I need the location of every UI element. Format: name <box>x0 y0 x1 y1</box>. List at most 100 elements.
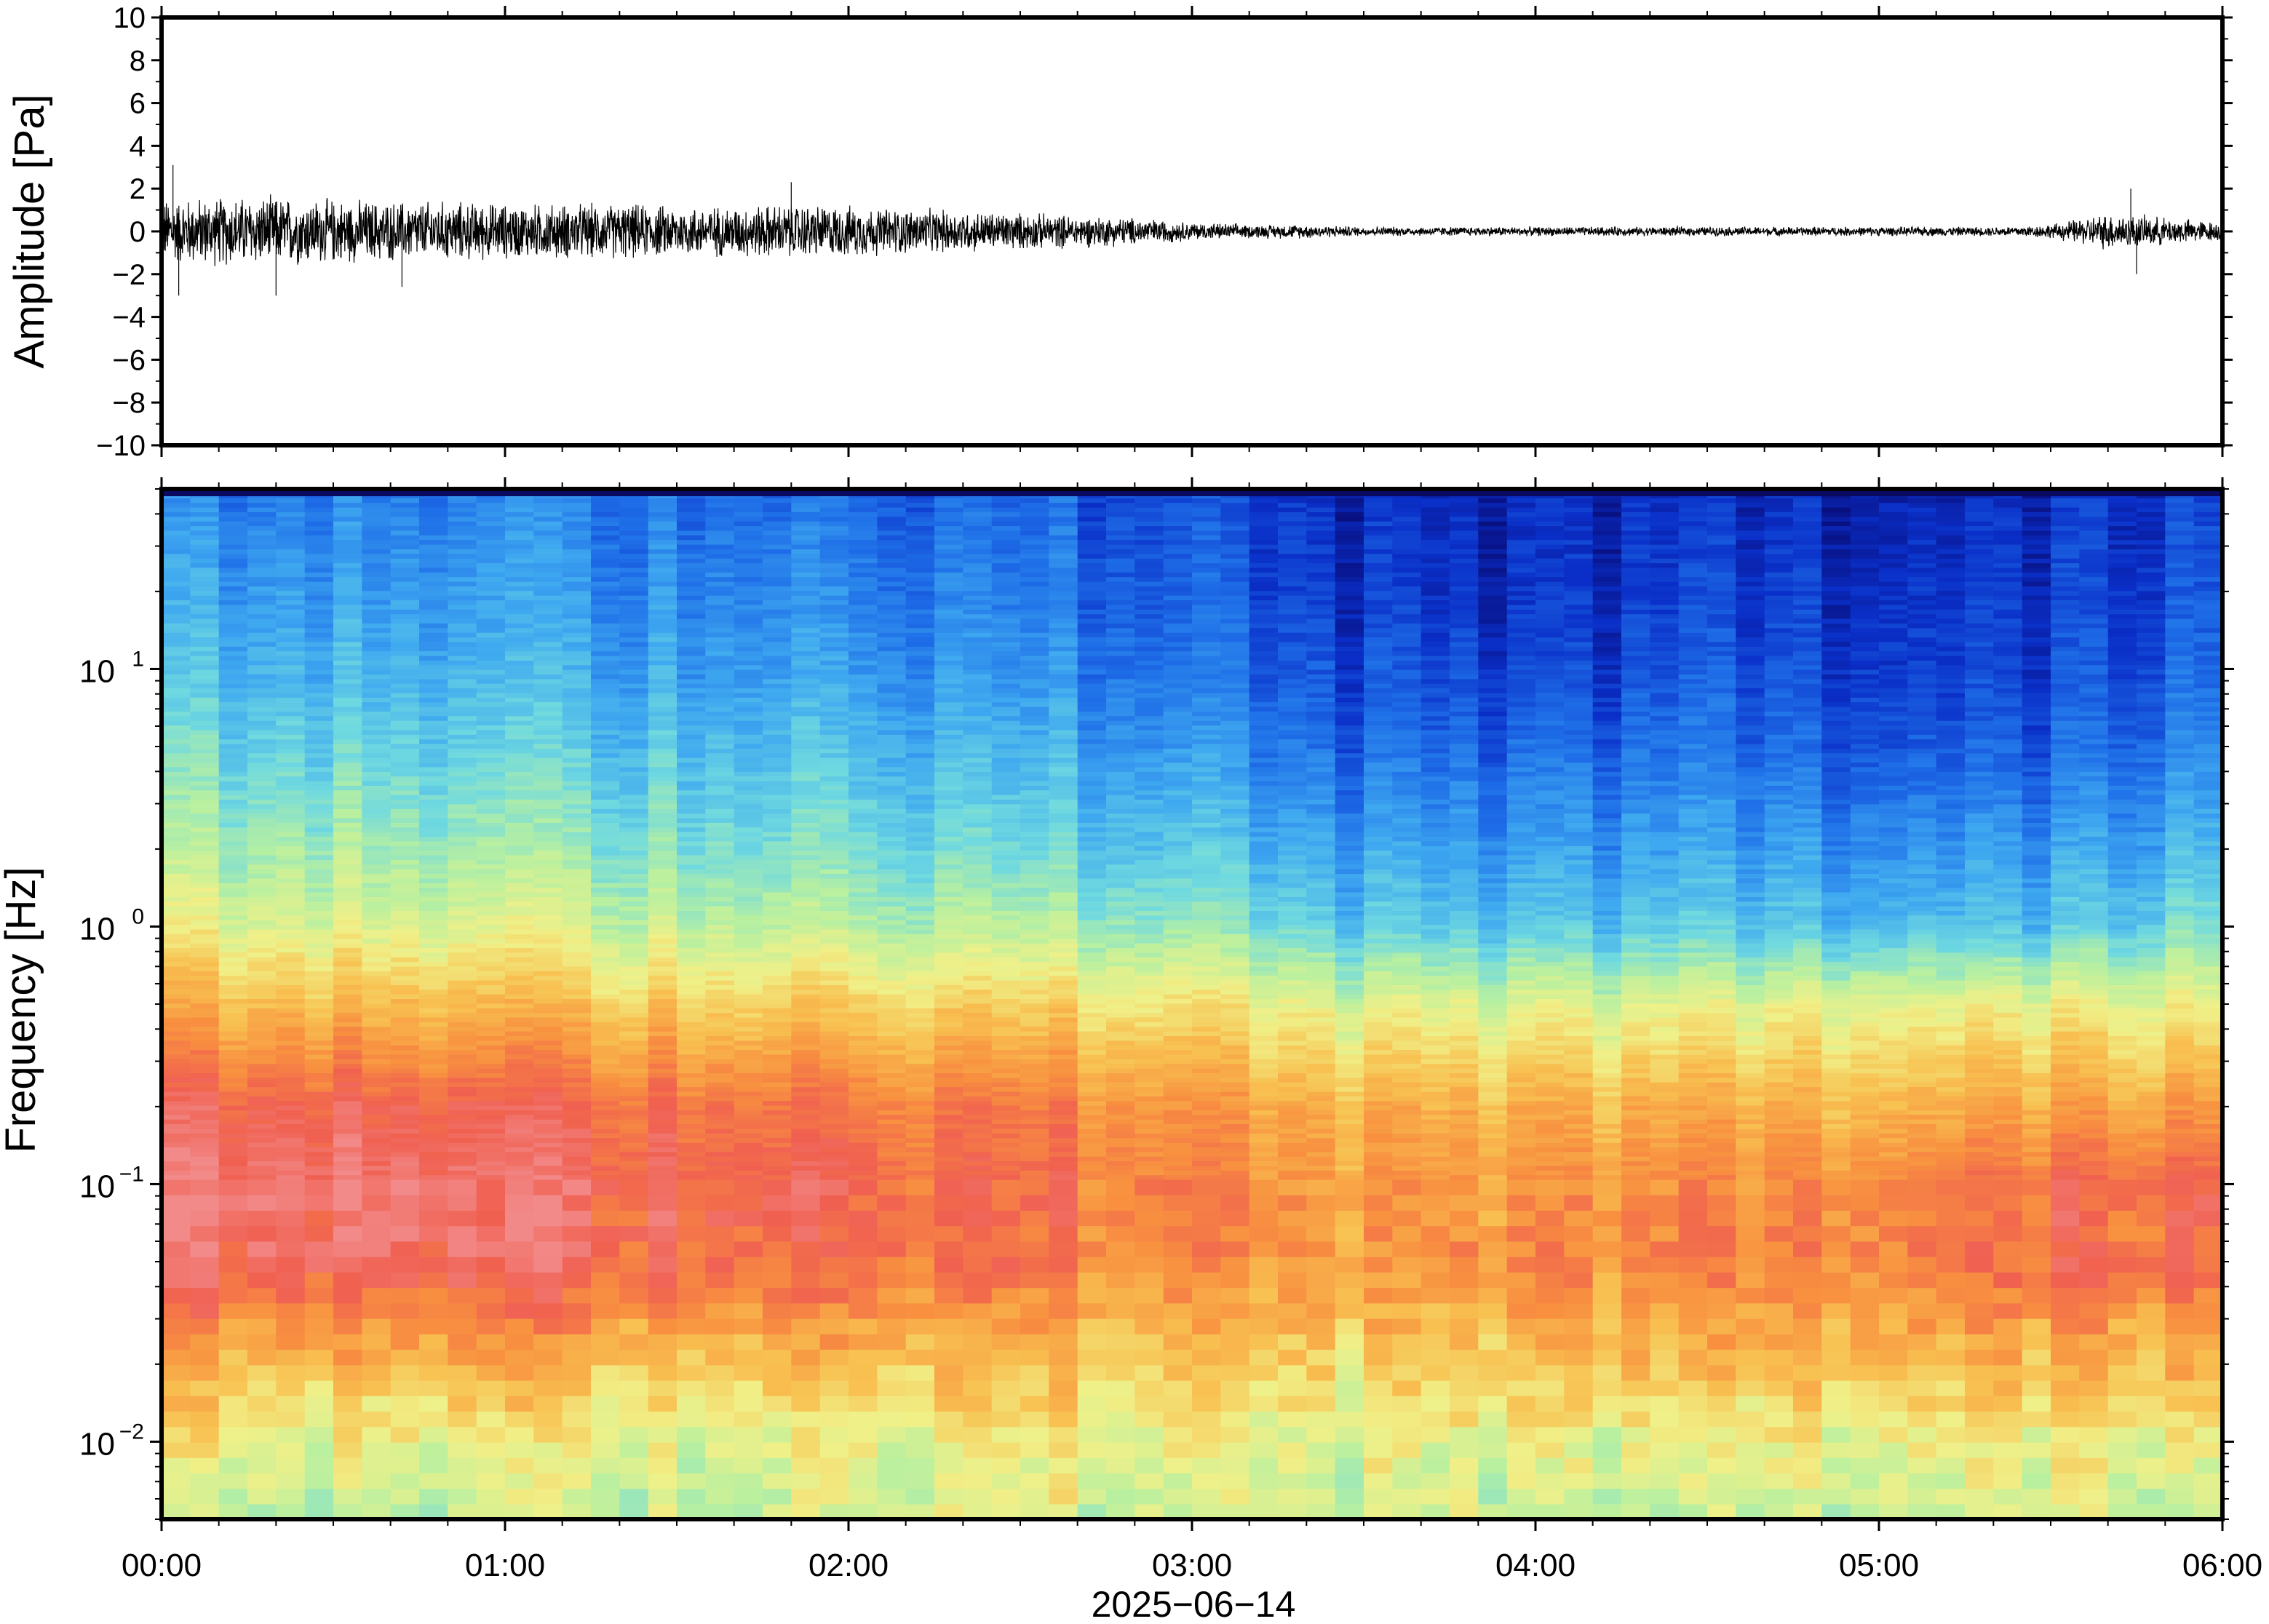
spectrogram-cell <box>1450 1118 1479 1125</box>
spectrogram-cell <box>1907 1059 1937 1064</box>
spectrogram-cell <box>1678 1318 1708 1334</box>
spectrogram-cell <box>1879 1118 1909 1125</box>
spectrogram-cell <box>562 1072 592 1078</box>
spectrogram-cell <box>2051 1110 2081 1115</box>
spectrogram-cell <box>2107 1016 2137 1022</box>
spectrogram-cell <box>1678 1349 1708 1366</box>
spectrogram-cell <box>963 1003 993 1008</box>
spectrogram-cell <box>1163 989 1193 995</box>
spectrogram-cell <box>448 1174 477 1180</box>
spectrogram-cell <box>991 1210 1021 1227</box>
spectrogram-cell <box>1821 1349 1851 1366</box>
spectrogram-cell <box>1478 1174 1508 1180</box>
spectrogram-cell <box>763 975 792 981</box>
spectrogram-cell <box>533 1067 563 1073</box>
spectrogram-cell <box>1506 1147 1536 1153</box>
spectrogram-cell <box>1793 1334 1823 1350</box>
spectrogram-cell <box>1850 1155 1880 1162</box>
spectrogram-cell <box>218 1225 248 1242</box>
spectrogram-cell <box>819 1016 849 1022</box>
spectrogram-cell <box>963 1008 993 1014</box>
spectrogram-cell <box>991 1072 1021 1078</box>
spectrogram-cell <box>362 1318 392 1334</box>
spectrogram-cell <box>1707 1035 1737 1041</box>
spectrogram-cell <box>1163 1077 1193 1083</box>
spectrogram-cell <box>562 1364 592 1381</box>
spectrogram-cell <box>2051 1165 2081 1171</box>
spectrogram-cell <box>1278 1165 1308 1171</box>
spectrogram-cell <box>1793 1318 1823 1334</box>
spectrogram-cell <box>276 993 306 999</box>
spectrogram-cell <box>591 1059 621 1064</box>
spectrogram-cell <box>1220 1016 1250 1022</box>
spectrogram-cell <box>190 1272 220 1289</box>
spectrogram-cell <box>1764 1012 1794 1018</box>
spectrogram-cell <box>2051 1411 2081 1428</box>
spectrogram-cell <box>705 1133 735 1139</box>
spectrogram-cell <box>2022 1016 2051 1022</box>
spectrogram-cell <box>2079 1334 2109 1350</box>
spectrogram-cell <box>1535 1077 1565 1083</box>
spectrogram-cell <box>247 1174 277 1180</box>
spectrogram-cell <box>2022 1151 2051 1157</box>
spectrogram-cell <box>562 1165 592 1171</box>
spectrogram-cell <box>1192 1063 1222 1069</box>
spectrogram-cell <box>1478 1473 1508 1489</box>
spectrogram-cell <box>1220 1118 1250 1125</box>
spectrogram-cell <box>247 1063 277 1069</box>
spectrogram-cell <box>705 1473 735 1489</box>
spectrogram-cell <box>1420 975 1450 981</box>
spectrogram-cell <box>362 1161 392 1166</box>
spectrogram-cell <box>1793 1026 1823 1032</box>
spectrogram-cell <box>2107 1441 2137 1458</box>
spectrogram-cell <box>1049 1364 1078 1381</box>
spectrogram-cell <box>1163 1026 1193 1032</box>
spectrogram-cell <box>2107 1302 2137 1319</box>
spectrogram-cell <box>1907 1110 1937 1115</box>
spectrogram-cell <box>1106 984 1136 990</box>
spectrogram-cell <box>1134 1142 1164 1147</box>
spectrogram-cell <box>1249 1302 1279 1319</box>
spectrogram-cell <box>1506 1225 1536 1242</box>
spectrogram-cell <box>1478 1457 1508 1473</box>
spectrogram-cell <box>1821 1147 1851 1153</box>
spectrogram-cell <box>1049 1123 1078 1129</box>
spectrogram-cell <box>419 1396 449 1412</box>
spectrogram-cell <box>991 1165 1021 1171</box>
spectrogram-cell <box>1879 1044 1909 1051</box>
spectrogram-cell <box>934 1441 964 1458</box>
spectrogram-cell <box>419 1473 449 1489</box>
spectrogram-cell <box>1134 1287 1164 1304</box>
spectrogram-cell <box>1077 1161 1107 1166</box>
spectrogram-cell <box>2107 1030 2137 1036</box>
spectrogram-cell <box>1049 1503 1078 1519</box>
spectrogram-cell <box>190 1133 220 1139</box>
spectrogram-cell <box>1049 1151 1078 1157</box>
spectrogram-cell <box>2107 1151 2137 1157</box>
spectrogram-cell <box>304 1457 334 1473</box>
spectrogram-cell <box>1936 1059 1966 1064</box>
spectrogram-cell <box>1678 1086 1708 1092</box>
spectrogram-cell <box>1450 989 1479 995</box>
spectrogram-cell <box>1707 1411 1737 1428</box>
spectrogram-cell <box>1821 1170 1851 1176</box>
spectrogram-cell <box>1077 1096 1107 1102</box>
spectrogram-cell <box>591 1318 621 1334</box>
spectrogram-cell <box>476 1396 506 1412</box>
spectrogram-cell <box>1650 1049 1680 1055</box>
spectrogram-cell <box>1936 1380 1966 1396</box>
spectrogram-cell <box>934 1147 964 1153</box>
spectrogram-cell <box>1879 1225 1909 1242</box>
spectrogram-cell <box>1478 1426 1508 1443</box>
spectrogram-cell <box>533 998 563 1004</box>
spectrogram-cell <box>963 1170 993 1176</box>
spectrogram-cell <box>1450 1077 1479 1083</box>
spectrogram-cell <box>162 1195 191 1211</box>
spectrogram-cell <box>963 1256 993 1273</box>
spectrogram-cell <box>1650 1072 1680 1078</box>
spectrogram-cell <box>1592 1272 1622 1289</box>
spectrogram-cell <box>1879 1096 1909 1102</box>
spectrogram-cell <box>1707 1441 1737 1458</box>
spectrogram-cell <box>1192 1161 1222 1166</box>
spectrogram-cell <box>705 1318 735 1334</box>
